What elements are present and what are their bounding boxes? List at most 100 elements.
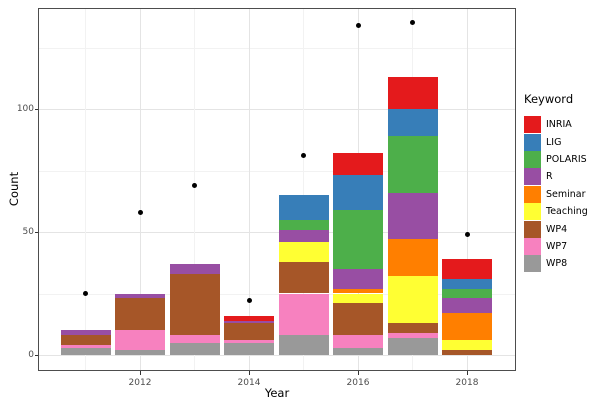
grid-line-minor [85,9,86,370]
legend-item-lig: LIG [524,133,599,151]
bar-segment-wp4 [333,303,383,336]
bar-segment-wp8 [224,342,274,355]
bar-segment-r [387,192,438,240]
legend-label: WP8 [546,258,568,270]
bar-segment-r [278,229,329,242]
bar-segment-wp8 [278,335,329,355]
bar-segment-wp4 [278,261,329,294]
legend-label: LIG [546,136,562,148]
grid-line-major [39,232,515,233]
data-point [83,291,88,296]
bar-segment-polaris [278,219,329,230]
legend-label: INRIA [546,119,572,131]
bar-segment-wp7 [169,335,220,343]
grid-line-minor [303,9,304,370]
legend-item-r: R [524,168,599,186]
x-tick-mark [248,371,250,375]
bar-segment-wp8 [387,337,438,355]
bar-segment-inria [224,315,274,321]
bar-segment-wp8 [333,347,383,355]
bar-segment-wp4 [60,335,111,346]
bar-segment-r [169,263,220,274]
bar-segment-seminar [442,313,492,341]
bar-segment-wp4 [169,273,220,336]
bar-segment-wp7 [60,345,111,348]
bar-segment-wp4 [224,323,274,341]
legend-items: INRIA LIG POLARIS R Seminar Teaching WP4 WP7 WP8 [524,116,599,273]
bar-segment-teaching [333,293,383,304]
bar-segment-teaching [278,241,329,262]
bar-segment-lig [333,175,383,210]
bar-segment-wp7 [278,293,329,336]
bar-segment-wp8 [169,342,220,355]
bar-segment-wp4 [442,350,492,355]
bar-segment-wp7 [387,332,438,338]
legend-swatch-wp8 [524,255,541,273]
grid-line-minor [39,170,515,172]
y-tick-label: 50 [22,227,34,237]
legend-item-polaris: POLARIS [524,150,599,168]
grid-line-major [139,9,141,370]
bar-segment-polaris [442,288,492,299]
x-tick-label: 2016 [346,377,370,388]
y-axis-title: Count [7,171,21,207]
legend-swatch-wp4 [524,220,541,238]
legend-item-inria: INRIA [524,116,599,134]
bar-segment-teaching [387,276,438,323]
bar-segment-r [224,320,274,323]
bar-segment-r [442,298,492,314]
legend-label: Teaching [546,206,588,218]
data-point [301,153,306,159]
y-tick-mark [34,354,38,356]
data-point [246,298,252,304]
legend-swatch-inria [524,116,541,134]
legend-label: WP4 [546,223,568,235]
bar-segment-inria [333,153,383,176]
y-tick-label: 0 [28,350,34,360]
y-tick-mark [34,108,38,110]
grid-line-minor [194,9,195,370]
x-tick-mark [466,371,468,375]
legend-swatch-teaching [524,203,541,221]
legend-label: R [546,171,553,183]
bar-segment-wp7 [333,335,383,348]
bar-segment-seminar [333,288,383,294]
bar-segment-r [115,293,165,299]
legend-item-wp7: WP7 [524,237,599,255]
bar-segment-wp8 [60,347,111,355]
plot-panel [38,8,516,371]
data-point [355,22,361,28]
legend-swatch-wp7 [524,237,541,255]
legend-label: POLARIS [546,153,587,165]
y-tick-label: 100 [16,104,34,114]
bar-segment-r [60,330,111,336]
bar-segment-polaris [333,209,383,269]
x-tick-label: 2014 [237,377,261,388]
data-point [464,231,470,237]
legend-label: Seminar [546,188,586,200]
data-point [137,209,143,215]
grid-line-major [39,109,515,110]
bar-segment-seminar [387,239,438,277]
y-tick-mark [34,231,38,233]
data-point [410,20,415,26]
x-tick-label: 2012 [128,377,152,388]
legend-item-seminar: Seminar [524,185,599,203]
legend-item-wp8: WP8 [524,255,599,273]
grid-line-major [248,9,250,370]
bar-segment-inria [442,259,492,279]
bar-segment-polaris [387,136,438,193]
bar-segment-wp7 [224,340,274,343]
legend: Keyword INRIA LIG POLARIS R Seminar Teaching W… [524,92,599,273]
x-tick-mark [357,371,359,375]
x-tick-label: 2018 [455,377,479,388]
x-axis-title: Year [264,386,290,400]
grid-line-minor [39,293,515,295]
bar-segment-wp4 [387,323,438,333]
grid-line-major [466,9,468,370]
bar-segment-lig [278,195,329,220]
bar-segment-lig [387,109,438,137]
grid-line-major [39,355,515,356]
bar-segment-teaching [442,340,492,351]
